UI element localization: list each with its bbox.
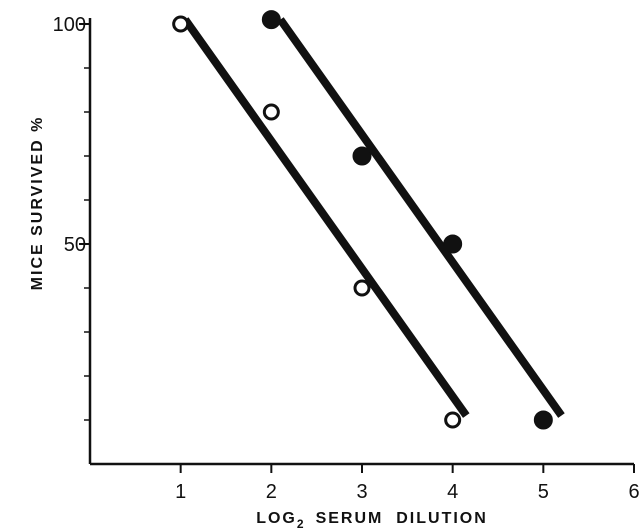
filled-point <box>444 235 462 253</box>
open-point <box>264 105 278 119</box>
x-tick-label: 1 <box>175 481 186 503</box>
x-axis-title-prefix: LOG <box>256 510 297 527</box>
y-tick-label: 100 <box>53 14 86 36</box>
y-axis-ticks: 100 50 <box>53 14 90 420</box>
x-axis-title-rest: SERUM DILUTION <box>316 510 488 527</box>
data-points <box>174 11 553 429</box>
x-tick-label: 2 <box>266 481 277 503</box>
x-axis-title: LOG2 SERUM DILUTION <box>256 510 488 529</box>
x-tick-label: 3 <box>356 481 367 503</box>
x-tick-label: 5 <box>538 481 549 503</box>
x-tick-label: 6 <box>628 481 639 503</box>
y-axis-title: MICE SURVIVED % <box>29 116 46 291</box>
y-tick-label: 50 <box>64 234 86 256</box>
x-tick-label: 4 <box>447 481 458 503</box>
x-axis-title-subscript: 2 <box>297 517 306 529</box>
open-point <box>174 17 188 31</box>
filled-point <box>353 147 371 165</box>
open-point <box>446 413 460 427</box>
filled-point <box>262 11 280 29</box>
open-point <box>355 281 369 295</box>
x-axis-ticks: 1 2 3 4 5 6 <box>175 464 639 503</box>
fit-lines <box>185 20 561 416</box>
filled-point <box>534 411 552 429</box>
